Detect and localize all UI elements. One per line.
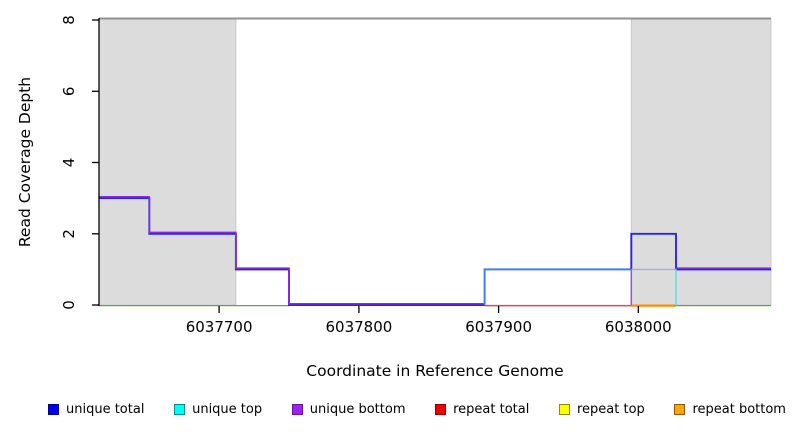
x-tick-label: 6037900 bbox=[465, 318, 532, 336]
legend: unique total unique top unique bottom re… bbox=[48, 397, 786, 421]
repeat-total-swatch-icon bbox=[435, 403, 447, 415]
x-tick-label: 6037700 bbox=[186, 318, 253, 336]
x-axis-title: Coordinate in Reference Genome bbox=[306, 362, 563, 380]
repeat-bottom-swatch-icon bbox=[674, 403, 686, 415]
unique-total-swatch-icon bbox=[48, 403, 59, 415]
unique-top-swatch-icon bbox=[174, 403, 186, 415]
legend-label: repeat top bbox=[577, 401, 645, 417]
y-tick-label: 2 bbox=[60, 229, 78, 239]
legend-item-unique-total: unique total bbox=[48, 402, 144, 417]
legend-item-repeat-top: repeat top bbox=[559, 402, 645, 417]
shaded-repeat-region bbox=[630, 18, 772, 306]
legend-label: repeat total bbox=[453, 401, 530, 417]
y-tick-label: 4 bbox=[60, 158, 78, 168]
x-tick-label: 6037800 bbox=[325, 318, 392, 336]
coverage-line-unique-bottom-left-step bbox=[99, 196, 485, 305]
unique-bottom-swatch-icon bbox=[291, 403, 303, 415]
y-tick-label: 0 bbox=[60, 300, 78, 310]
y-axis-title: Read Coverage Depth bbox=[16, 77, 34, 247]
legend-item-unique-bottom: unique bottom bbox=[291, 401, 406, 417]
legend-item-repeat-bottom: repeat bottom bbox=[674, 402, 786, 417]
y-tick-label: 6 bbox=[60, 87, 78, 97]
legend-label: unique total bbox=[66, 401, 145, 417]
legend-label: unique top bbox=[192, 401, 263, 417]
plot-canvas: 0 2 4 6 8 6037700 6037800 6037900 6038000 Coordin… bbox=[16, 15, 772, 380]
legend-label: unique bottom bbox=[309, 401, 406, 417]
coverage-line-unique-top-over-total-step bbox=[483, 268, 632, 305]
shaded-repeat-region bbox=[98, 18, 237, 306]
legend-label: repeat bottom bbox=[692, 401, 786, 417]
repeat-top-swatch-icon bbox=[559, 403, 570, 415]
coverage-line-unique-total-peak-step bbox=[630, 232, 771, 271]
x-tick-label: 6038000 bbox=[605, 318, 672, 336]
y-tick-label: 8 bbox=[60, 15, 78, 25]
legend-item-unique-top: unique top bbox=[174, 402, 262, 417]
legend-item-repeat-total: repeat total bbox=[435, 402, 529, 417]
